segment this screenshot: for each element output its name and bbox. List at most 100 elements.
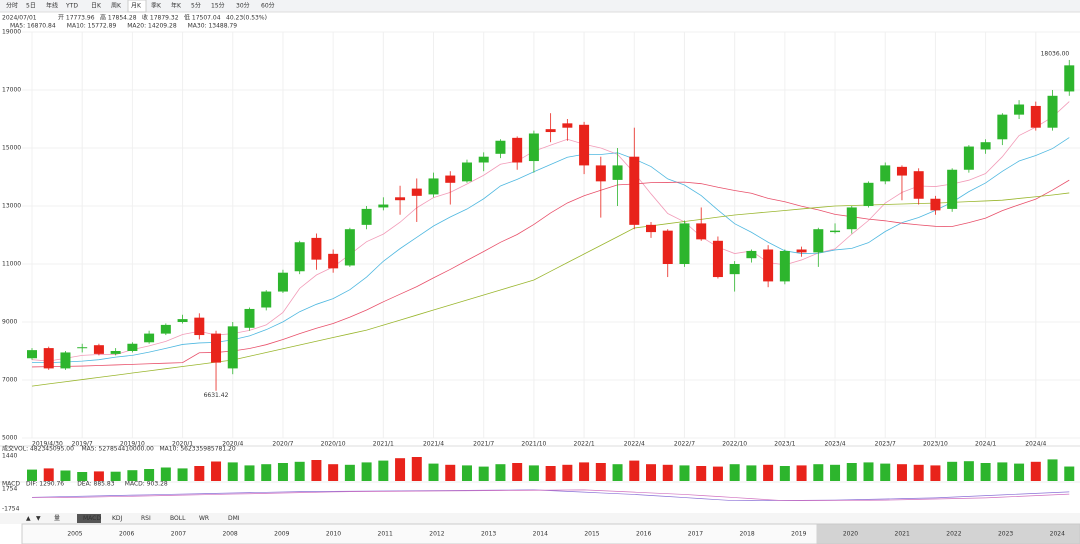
year-label: 2020 (843, 531, 858, 538)
volume-bar (528, 465, 539, 481)
tab[interactable]: 分时 (6, 2, 18, 10)
volume-bar (361, 462, 372, 481)
volume-bar (27, 469, 37, 481)
volume-bar (612, 464, 623, 481)
tab[interactable]: 15分 (211, 2, 225, 10)
quote-item: 开 17773.96 (58, 15, 95, 22)
year-label: 2007 (171, 531, 186, 538)
y-tick-label: 9000 (2, 319, 17, 326)
tab[interactable]: 年线 (46, 2, 58, 10)
quote-item: 收 17879.32 (142, 14, 179, 22)
volume-bar (646, 464, 657, 481)
tab[interactable]: 季K (151, 2, 162, 10)
candle-body (779, 250, 790, 282)
tab[interactable]: 周K (111, 3, 122, 10)
candle-body (311, 237, 322, 260)
volume-bar (344, 464, 355, 481)
volume-bar (194, 466, 205, 481)
candle-body (963, 146, 974, 170)
ma-legend: MA10: 15772.89 (67, 23, 117, 30)
year-label: 2012 (429, 531, 444, 538)
nav-arrow[interactable]: ▼ (36, 515, 41, 522)
macd-legend: DEA: 885.83 (77, 481, 115, 488)
tab[interactable]: YTD (65, 3, 78, 10)
volume-bar (1014, 463, 1025, 481)
candle-body (328, 253, 339, 269)
candle-body (478, 156, 489, 163)
year-label: 2011 (378, 531, 393, 538)
volume-bar (277, 463, 288, 481)
year-label: 2023 (998, 531, 1013, 538)
tab-selected (127, 0, 147, 13)
candle-body (1030, 105, 1041, 128)
candle-body (227, 326, 238, 369)
candle-body (796, 249, 807, 253)
candle-body (445, 175, 456, 183)
candle-body (913, 171, 924, 199)
x-tick-label: 2020/7 (272, 441, 293, 448)
tab[interactable]: 5日 (26, 3, 36, 10)
candle-body (244, 308, 255, 328)
range-nav[interactable] (21, 523, 1080, 544)
x-tick-label: 2024/4 (1025, 441, 1046, 448)
indicator-tab[interactable]: DMI (228, 515, 240, 522)
macd-title: MACD (2, 481, 20, 488)
year-label: 2014 (533, 531, 548, 538)
candle-body (930, 198, 941, 211)
indicator-tab[interactable]: BOLL (170, 515, 186, 522)
indicator-tab[interactable]: 量 (54, 515, 60, 522)
tab[interactable]: 月K (131, 3, 142, 10)
candle-body (997, 114, 1008, 140)
indicator-tab[interactable]: MACD (83, 515, 101, 522)
tab[interactable]: 年K (171, 2, 182, 10)
volume-bar (545, 466, 556, 481)
year-label: 2015 (584, 531, 599, 538)
ma-line (31, 101, 1070, 362)
volume-bar (629, 460, 640, 481)
tab[interactable]: 日K (91, 3, 102, 10)
toolbar-bg (0, 0, 1080, 12)
candle-body (746, 250, 757, 259)
candle-body (1014, 104, 1025, 115)
year-label: 2019 (791, 531, 806, 538)
year-label: 2009 (274, 531, 289, 538)
y-tick-label: 5000 (2, 435, 17, 442)
macd-tick-label: 1754 (2, 486, 17, 493)
quote-item: 高 17854.28 (100, 14, 137, 22)
volume-bar (562, 464, 573, 481)
ma-legend: MA5: 16870.84 (10, 23, 56, 30)
volume-bar (880, 463, 891, 481)
volume-bar (980, 463, 991, 481)
y-tick-label: 15000 (2, 145, 21, 152)
ma-line (31, 179, 1070, 368)
tab[interactable]: 60分 (261, 2, 275, 10)
volume-legend: MA5: 527854410000.00 (82, 446, 155, 453)
year-label: 2013 (481, 531, 496, 538)
candle-body (696, 223, 707, 240)
x-tick-label: 2023/10 (923, 441, 948, 448)
candle-body (177, 319, 188, 322)
volume-bar (378, 460, 389, 481)
volume-bar (729, 464, 740, 481)
volume-bar (913, 464, 924, 481)
x-tick-label: 2021/7 (473, 441, 494, 448)
tab[interactable]: 5分 (191, 2, 201, 10)
indicator-tab[interactable]: RSI (141, 515, 151, 522)
candle-body (395, 197, 406, 201)
candle-body (428, 178, 439, 195)
x-tick-label: 2020/1 (172, 441, 193, 448)
indicator-tab[interactable]: WR (199, 515, 209, 522)
volume-bar (43, 468, 54, 481)
nav-arrow[interactable]: ▲ (26, 515, 31, 522)
volume-bar (395, 458, 406, 481)
tab[interactable]: 30分 (236, 2, 250, 10)
macd-legend: MACD: 903.28 (125, 481, 168, 488)
volume-bar (1047, 459, 1058, 481)
x-tick-label: 2022/10 (722, 441, 747, 448)
candle-body (411, 188, 422, 196)
ma-legend: MA30: 13488.79 (188, 23, 238, 30)
indicator-tab[interactable]: KDJ (112, 515, 123, 522)
candle-body (629, 156, 640, 225)
year-label: 2024 (1050, 531, 1065, 538)
candle-body (60, 352, 71, 369)
